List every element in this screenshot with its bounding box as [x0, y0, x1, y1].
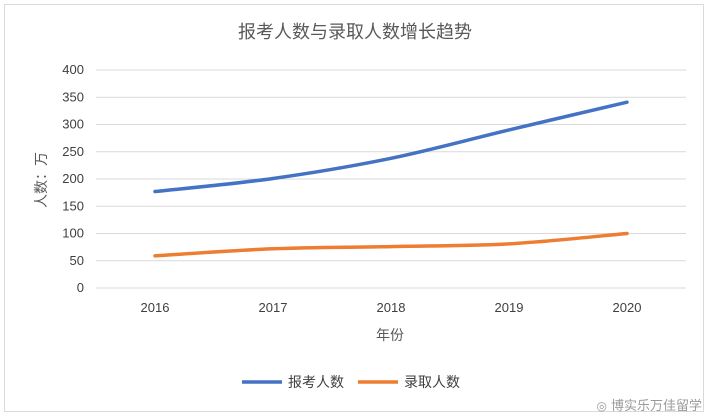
y-tick-label: 50: [70, 253, 84, 268]
weibo-icon: ◎: [596, 399, 607, 413]
legend-label: 录取人数: [404, 375, 460, 391]
y-tick-label: 250: [62, 144, 84, 159]
y-tick-label: 100: [62, 226, 84, 241]
legend-label: 报考人数: [288, 375, 344, 391]
y-tick-label: 350: [62, 89, 84, 104]
x-axis-title: 年份: [376, 328, 404, 344]
legend: 报考人数 录取人数: [242, 375, 460, 391]
series-line-1: [153, 231, 629, 258]
x-tick-labels: 2016 2017 2018 2019 2020: [141, 300, 642, 315]
y-tick-label: 400: [62, 62, 84, 77]
y-axis-title: 人数：万: [34, 152, 50, 208]
y-tick-label: 150: [62, 198, 84, 213]
chart-frame: [4, 4, 704, 412]
watermark: ◎ 博实乐万佳留学: [597, 395, 703, 414]
y-tick-label: 0: [77, 280, 84, 295]
series-lines: [153, 100, 629, 258]
x-tick-label: 2019: [495, 300, 524, 315]
chart-title: 报考人数与录取人数增长趋势: [238, 22, 472, 43]
x-tick-label: 2020: [613, 300, 642, 315]
gridlines: [96, 69, 686, 289]
series-line-0: [153, 100, 629, 194]
y-tick-labels: 0 50 100 150 200 250 300 350 400: [62, 62, 84, 295]
x-tick-label: 2016: [141, 300, 170, 315]
watermark-text: 博实乐万佳留学: [610, 399, 702, 414]
x-tick-label: 2018: [377, 300, 406, 315]
y-tick-label: 200: [62, 171, 84, 186]
y-tick-label: 300: [62, 117, 84, 132]
x-tick-label: 2017: [259, 300, 288, 315]
